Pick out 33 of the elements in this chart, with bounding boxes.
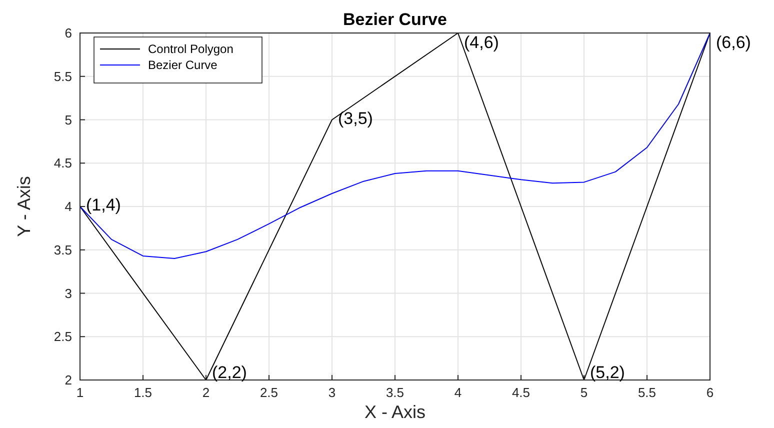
y-tick-label: 2 (64, 372, 72, 388)
annotation: (5,2) (590, 363, 625, 382)
x-tick-label: 3.5 (386, 385, 404, 400)
y-tick-label: 6 (64, 26, 72, 41)
x-tick-label: 1 (76, 385, 84, 400)
annotation: (6,6) (716, 33, 751, 52)
y-tick-label: 3.5 (54, 242, 72, 258)
x-tick-label: 4 (454, 385, 462, 400)
y-axis-title: Y - Axis (14, 176, 34, 237)
x-tick-label: 4.5 (512, 385, 530, 400)
annotation: (2,2) (212, 363, 247, 382)
annotation: (4,6) (464, 33, 499, 52)
x-tick-label: 1.5 (134, 385, 152, 400)
legend-label: Bezier Curve (148, 58, 218, 72)
x-tick-label: 3 (328, 385, 336, 400)
x-tick-label: 2 (202, 385, 210, 400)
annotation: (1,4) (86, 196, 121, 214)
line-series (80, 32, 710, 380)
y-tick-label: 4.5 (54, 156, 72, 171)
y-tick-label: 3 (64, 286, 72, 301)
x-tick-label: 5.5 (638, 385, 656, 400)
x-tick-label: 5 (580, 385, 588, 400)
x-axis-title: X - Axis (364, 402, 426, 422)
x-tick-label: 6 (706, 385, 714, 400)
y-tick-label: 4 (64, 199, 72, 214)
annotation: (3,5) (338, 108, 373, 128)
line-series (80, 32, 710, 260)
x-tick-label: 2.5 (260, 385, 278, 400)
legend-label: Control Polygon (148, 42, 234, 56)
y-tick-label: 2.5 (54, 329, 72, 344)
y-tick-label: 5 (64, 112, 72, 128)
chart-title: Bezier Curve (343, 10, 447, 29)
y-tick-label: 5.5 (54, 68, 72, 84)
